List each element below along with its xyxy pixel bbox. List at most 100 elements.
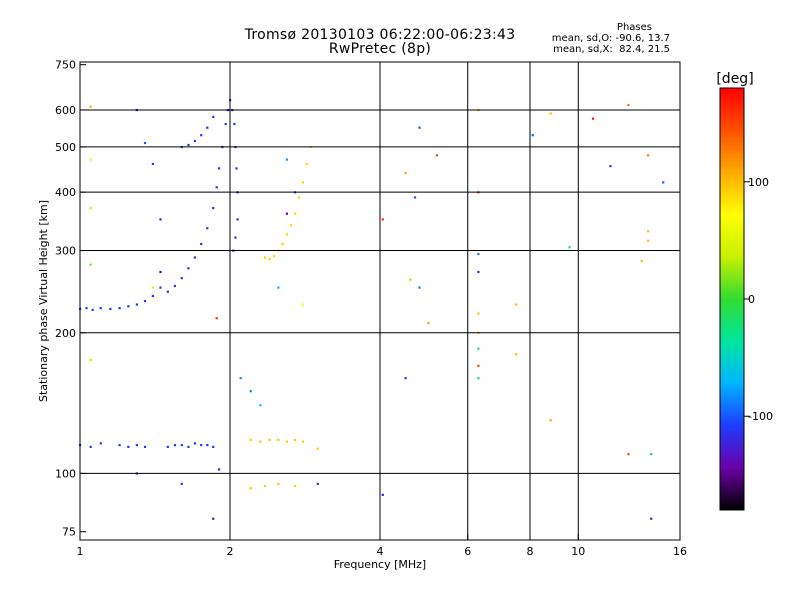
data-point (215, 186, 218, 189)
data-point (249, 390, 252, 393)
data-point (413, 196, 417, 199)
data-point (277, 286, 280, 289)
data-point (118, 444, 121, 447)
data-point (477, 347, 480, 350)
data-point (193, 442, 197, 445)
data-point (568, 246, 571, 249)
chart-subtitle: RwPretec (8p) (328, 41, 432, 57)
data-point (180, 444, 183, 447)
data-point (381, 218, 384, 221)
data-point (187, 143, 190, 147)
phase-stats-heading: Phases (616, 22, 652, 33)
y-tick-label: 300 (55, 245, 76, 258)
data-point (143, 445, 147, 448)
colorbar-label: [deg] (716, 71, 753, 87)
data-point (166, 445, 169, 448)
chart-title: Tromsø 20130103 06:22:00-06:23:43 (244, 27, 516, 43)
data-point (212, 207, 215, 210)
data-point (381, 493, 384, 496)
data-point (224, 122, 227, 126)
colorbar (719, 87, 745, 511)
y-tick-label: 600 (55, 104, 76, 117)
x-tick-label: 1 (77, 545, 84, 558)
y-tick-label: 75 (62, 526, 76, 539)
data-point (418, 126, 421, 129)
data-point (404, 377, 407, 380)
data-point (549, 112, 552, 115)
data-point (435, 154, 438, 157)
data-point (187, 267, 190, 270)
data-point (409, 278, 412, 281)
data-point (263, 256, 267, 259)
data-point (297, 196, 301, 199)
data-points (79, 99, 665, 520)
data-point (263, 484, 267, 488)
data-point (151, 162, 155, 166)
data-point (549, 419, 552, 422)
data-point (91, 308, 94, 311)
data-point (135, 303, 138, 306)
data-point (99, 306, 102, 310)
x-axis-label: Frequency [MHz] (334, 558, 426, 571)
data-point (143, 141, 147, 145)
data-point (531, 134, 534, 137)
data-point (259, 440, 262, 443)
data-point (646, 154, 650, 157)
data-point (206, 227, 209, 230)
data-point (591, 117, 595, 120)
data-point (301, 181, 305, 184)
data-point (212, 445, 215, 448)
data-point (206, 126, 209, 129)
data-point (217, 167, 221, 170)
data-point (159, 286, 162, 289)
colorbar-ticks: 100 0 -100 (744, 176, 773, 423)
data-point (200, 134, 203, 137)
phase-stats-o-mode: mean, sd,O: -90.6, 13.7 (551, 33, 670, 44)
data-point (99, 442, 102, 445)
data-point (235, 167, 238, 170)
data-point (515, 353, 518, 356)
x-tick-label: 2 (227, 545, 234, 558)
data-point (159, 218, 162, 221)
data-point (285, 233, 288, 236)
y-tick-label: 400 (55, 186, 76, 199)
data-point (89, 358, 92, 362)
data-point (477, 312, 480, 315)
x-tick-label: 10 (571, 545, 585, 558)
data-point (215, 317, 218, 320)
data-point (85, 306, 88, 310)
data-point (627, 103, 630, 107)
data-point (212, 115, 215, 119)
data-point (233, 122, 236, 126)
data-point (89, 158, 92, 161)
x-axis-ticks: 1 2 4 6 8 10 16 (77, 534, 687, 558)
data-point (293, 438, 297, 441)
data-point (316, 482, 319, 485)
data-point (234, 236, 237, 239)
data-point (135, 444, 138, 447)
data-point (277, 438, 280, 441)
data-point (127, 445, 130, 448)
colorbar-tick-label: -100 (748, 410, 773, 423)
data-point (236, 218, 239, 221)
data-point (293, 212, 297, 215)
data-point (127, 305, 130, 308)
data-point (285, 440, 288, 443)
data-point (477, 364, 480, 367)
data-point (166, 290, 169, 293)
data-point (180, 277, 183, 280)
x-tick-label: 6 (464, 545, 471, 558)
data-point (289, 224, 293, 227)
data-point (259, 404, 262, 407)
y-tick-label: 100 (55, 467, 76, 480)
data-point (646, 230, 650, 233)
colorbar-tick-label: 100 (748, 176, 769, 189)
data-point (159, 270, 162, 274)
data-point (217, 468, 221, 471)
data-point (418, 286, 421, 289)
data-point (404, 171, 407, 175)
data-point (662, 181, 665, 184)
data-point (89, 263, 92, 266)
data-point (187, 445, 190, 448)
